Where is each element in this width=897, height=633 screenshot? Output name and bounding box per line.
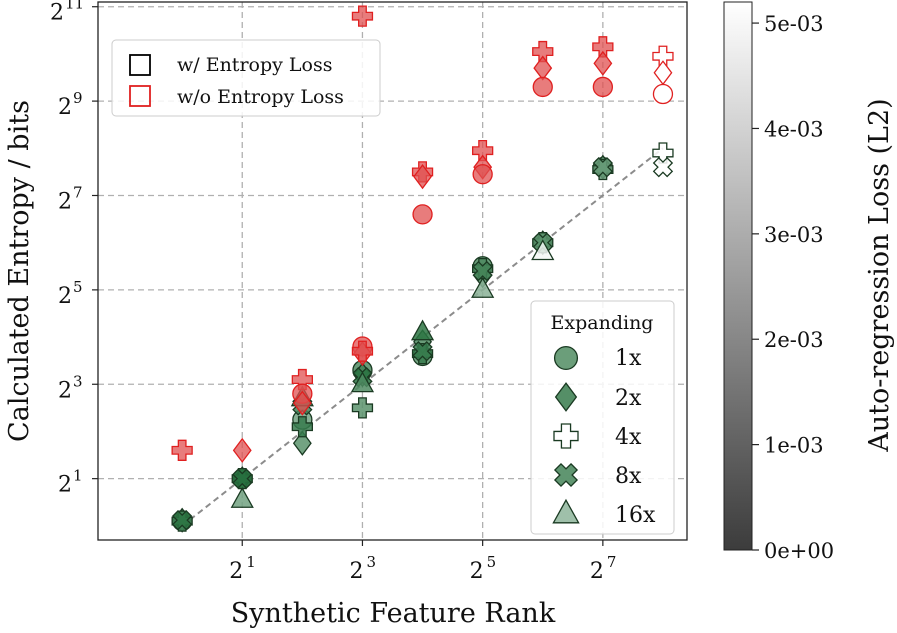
with_loss-x-point-shape [171,509,193,531]
expanding-legend-label-1x: 1x [615,346,642,371]
x-tick-label: 2 [349,559,363,584]
with_loss-x-point-shape [232,468,253,489]
x-tick-label: 2 [229,559,243,584]
without_loss-diamond-point [413,164,432,190]
colorbar-tick-label: 5e-03 [764,12,824,36]
without_loss-diamond-point [292,390,312,416]
with_loss-x-point-shape [472,260,493,282]
loss-legend: w/ Entropy Loss w/o Entropy Loss [111,39,381,117]
x-tick-exponent: 5 [487,553,497,571]
colorbar-tick-label: 0e+00 [764,539,834,563]
colorbar-tick-label: 4e-03 [764,117,824,141]
expanding-legend-label-2x: 2x [615,386,642,411]
without_loss-cross-point [351,340,374,362]
with-loss-legend-swatch [129,54,151,76]
y-tick-exponent: 3 [73,372,83,390]
with_loss-cross-point [291,416,313,438]
with_loss-triangle-point [410,319,435,341]
y-tick-label: 2 [58,473,72,498]
with_loss-x-point [592,156,614,178]
x-tick-exponent: 1 [246,553,256,571]
expanding-legend-marker-1x [553,345,579,371]
expanding-legend-marker-8x-shape [553,462,579,488]
expanding-legend-label-4x: 4x [615,425,642,450]
colorbar-tick-label: 1e-03 [764,434,824,458]
with_loss-x-point [652,156,674,178]
without_loss-diamond-point [533,55,553,81]
without_loss-circle-point [472,164,493,185]
colorbar-tick-label: 3e-03 [764,223,824,247]
with_loss-x-point-shape [592,156,614,178]
expanding-legend-marker-4x [553,423,579,449]
with_loss-x-point [412,341,433,362]
with_loss-diamond-point [292,430,312,456]
with_loss-triangle-point [230,486,254,508]
y-tick-exponent: 9 [73,89,83,107]
expanding-legend-title: Expanding [551,312,654,334]
expanding-legend-marker-2x [554,382,578,412]
with_loss-triangle-point [471,276,495,298]
colorbar-tick-label: 2e-03 [764,328,824,352]
y-axis-ticks: 2 12 32 52 72 92 11 [50,0,98,498]
y-tick-exponent: 11 [65,0,84,13]
expanding-legend-marker-8x [553,462,579,488]
x-tick-exponent: 7 [607,553,617,571]
without_loss-diamond-point [232,437,252,463]
y-tick-exponent: 5 [73,278,83,296]
plot-frame [97,1,688,541]
x-tick-exponent: 3 [366,553,376,571]
with_loss-cross-point [351,397,374,419]
without-loss-legend-swatch [129,85,151,107]
y-tick-exponent: 1 [73,467,83,485]
y-tick-label: 2 [50,1,64,26]
y-tick-label: 2 [58,95,72,120]
without-loss-legend-label: w/o Entropy Loss [177,86,344,108]
y-tick-exponent: 7 [73,183,83,201]
y-tick-label: 2 [58,189,72,214]
x-axis-label: Synthetic Feature Rank [231,598,556,629]
colorbar: 0e+00 1e-03 2e-03 3e-03 4e-03 5e-03 Auto-regr… [723,1,895,563]
without_loss-diamond-point [593,50,613,76]
with_loss-x-point-shape [652,156,674,178]
without_loss-circle-point [592,76,614,98]
with_loss-triangle-point [350,371,375,393]
y-axis-label: Calculated Entropy / bits [4,100,35,442]
expanding-legend: Expanding 1x 2x 4x 8x 16x [530,300,675,535]
without_loss-diamond-point [653,60,673,86]
without_loss-cross-point [351,5,374,27]
with_loss-x-point-shape [412,341,433,362]
y-tick-label: 2 [58,378,72,403]
without_loss-cross-point [171,439,193,461]
without_loss-circle-point [532,76,553,98]
with_loss-x-point [232,468,253,489]
x-tick-label: 2 [470,559,484,584]
expanding-legend-label-16x: 16x [615,503,656,528]
colorbar-label: Auto-regression Loss (L2) [864,98,895,452]
x-tick-label: 2 [590,559,604,584]
with_loss-x-point [472,260,493,282]
without_loss-circle-point [412,204,433,225]
with_loss-triangle-point [531,239,555,261]
colorbar-gradient [723,1,753,551]
with_loss-x-point [171,509,193,531]
y-tick-label: 2 [58,284,72,309]
with-loss-legend-label: w/ Entropy Loss [177,54,332,76]
scatter-points [171,5,674,533]
without_loss-circle-point [652,83,674,105]
expanding-legend-marker-16x [552,498,580,524]
expanding-legend-label-8x: 8x [615,464,642,489]
